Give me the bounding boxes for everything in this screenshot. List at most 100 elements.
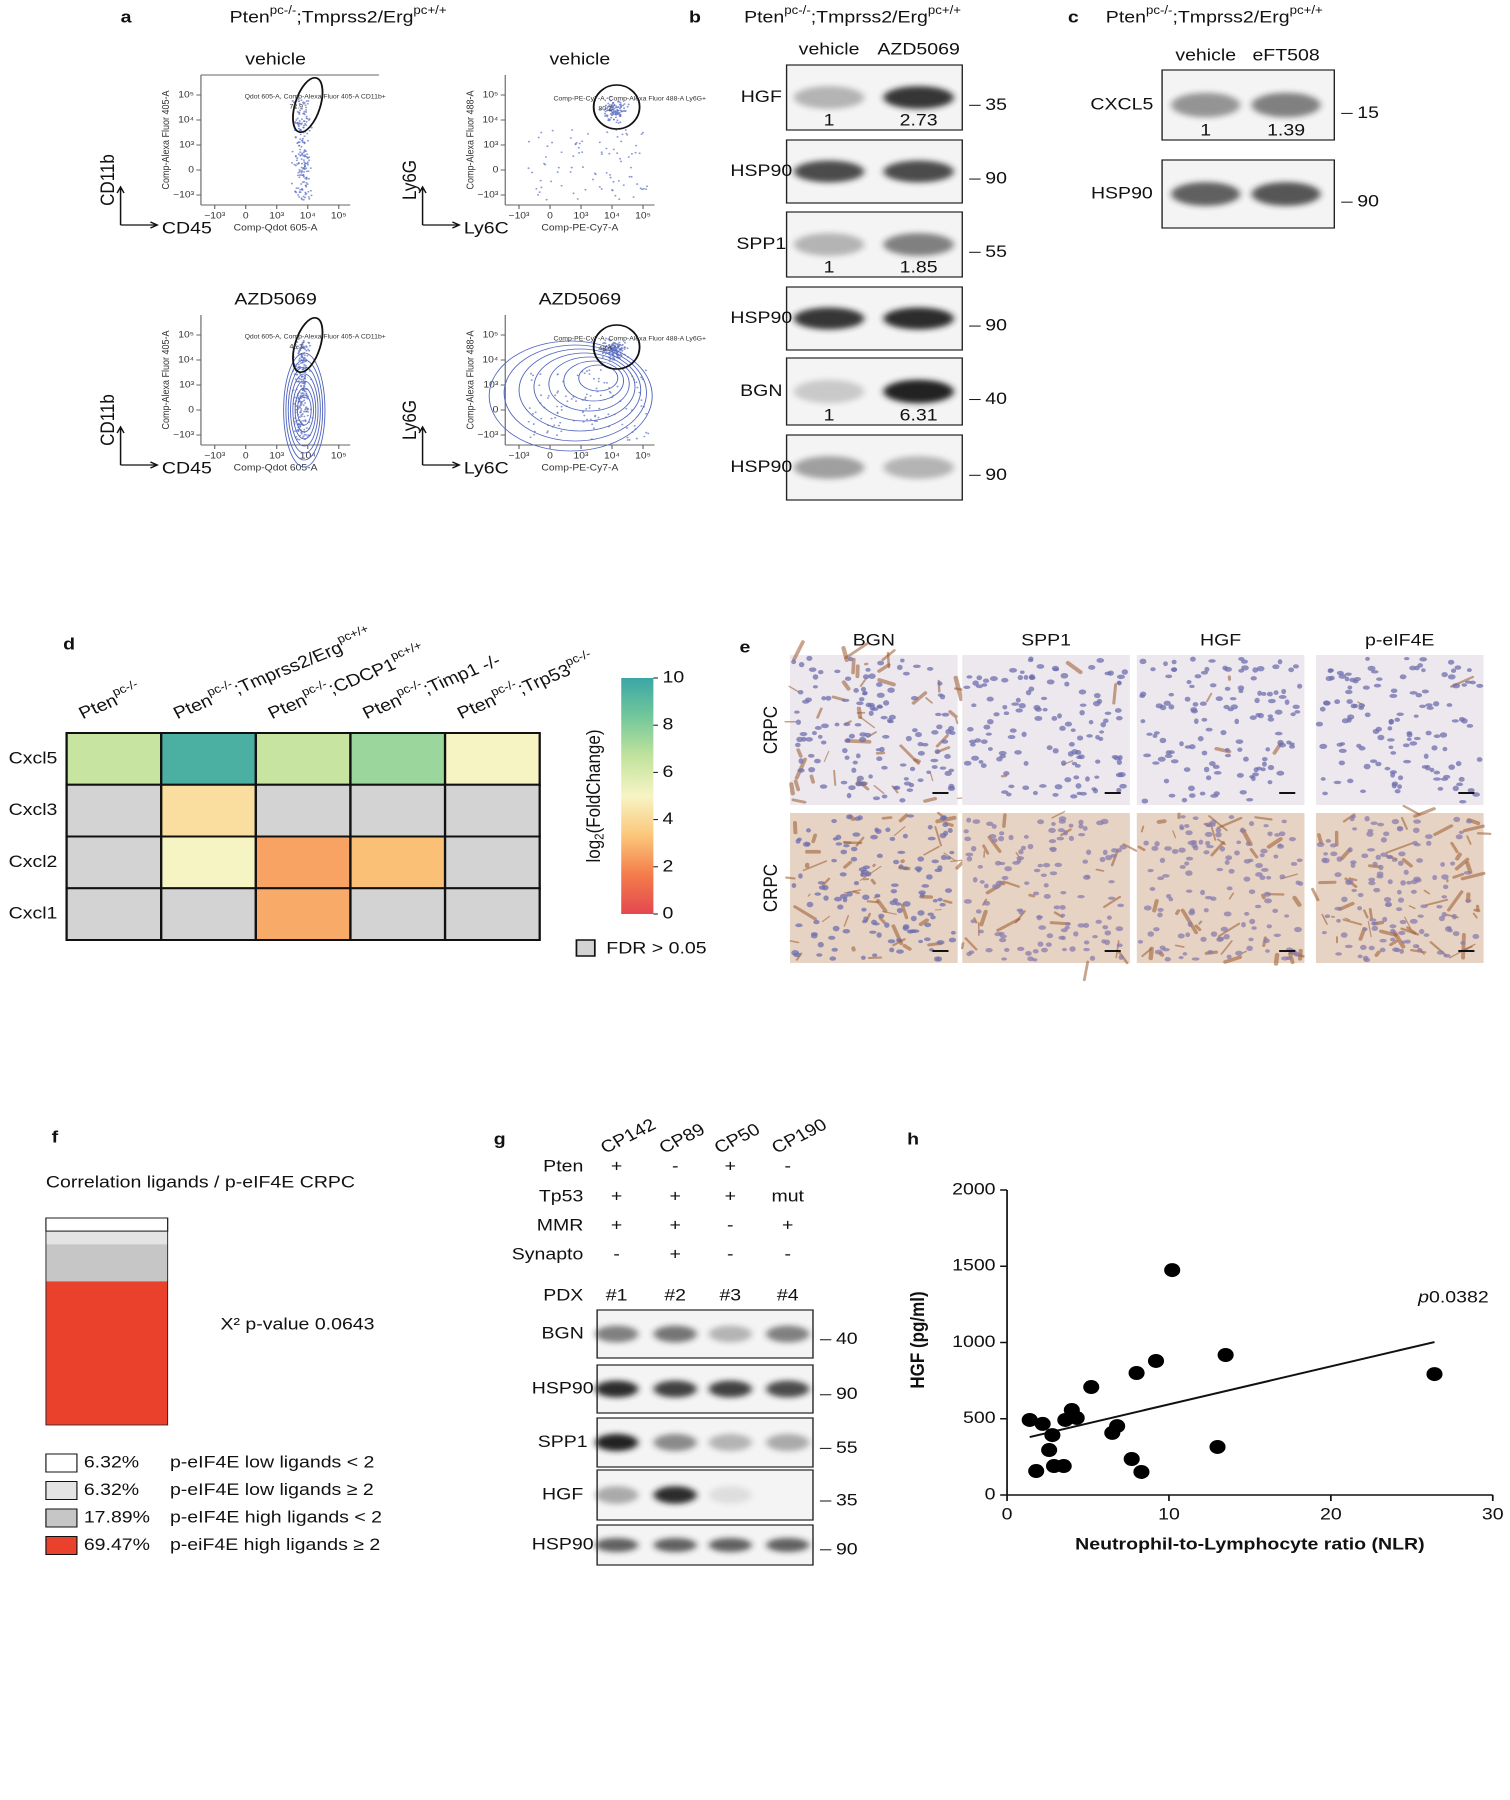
nucleus <box>1413 736 1421 741</box>
event <box>291 100 294 102</box>
event <box>300 188 304 190</box>
event <box>294 136 297 138</box>
gate-value: 45.3 <box>290 344 304 351</box>
event <box>570 166 573 169</box>
nucleus <box>1267 698 1276 704</box>
stain <box>1311 887 1320 902</box>
event <box>307 170 310 173</box>
nucleus <box>1054 862 1063 868</box>
band <box>708 1538 752 1552</box>
nucleus <box>1346 699 1353 704</box>
nucleus <box>1185 870 1193 876</box>
nucleus <box>883 700 890 706</box>
nucleus <box>1078 819 1084 825</box>
event <box>619 114 622 116</box>
stain <box>1210 841 1225 857</box>
nucleus <box>1263 938 1270 944</box>
event <box>630 153 633 155</box>
event <box>300 344 303 347</box>
nucleus <box>1152 761 1160 765</box>
nucleus <box>903 777 909 781</box>
nucleus <box>1371 925 1379 931</box>
nucleus <box>845 739 851 743</box>
event <box>604 110 607 113</box>
nucleus <box>970 742 976 747</box>
event <box>608 108 611 111</box>
event <box>301 400 304 403</box>
nucleus <box>1146 732 1153 736</box>
nucleus <box>976 675 983 681</box>
nucleus <box>1243 756 1249 762</box>
nucleus <box>1071 761 1078 766</box>
nucleus <box>1225 855 1233 861</box>
event <box>611 344 614 347</box>
event <box>305 410 308 413</box>
nucleus <box>1102 925 1109 930</box>
stain <box>809 774 816 784</box>
event <box>293 402 296 405</box>
event <box>307 190 310 193</box>
nucleus <box>834 669 841 674</box>
nucleus <box>1099 730 1105 734</box>
nucleus <box>833 896 842 902</box>
stain <box>1367 921 1372 938</box>
nucleus <box>812 674 819 680</box>
legend-value: 69.47% <box>84 1534 150 1554</box>
nucleus <box>1078 823 1084 829</box>
nucleus <box>939 902 946 907</box>
nucleus <box>1083 940 1090 945</box>
nucleus <box>1200 936 1207 942</box>
stain <box>942 899 953 904</box>
lane-label: vehicle <box>1175 45 1236 65</box>
nucleus <box>1177 933 1185 939</box>
nucleus <box>1368 880 1376 886</box>
nucleus <box>1223 911 1232 917</box>
event <box>638 152 641 155</box>
nucleus <box>876 692 885 698</box>
nucleus <box>1384 766 1391 771</box>
nucleus <box>1226 954 1232 959</box>
stain <box>1340 848 1352 860</box>
nucleus <box>963 899 972 904</box>
nucleus <box>1168 704 1175 710</box>
nucleus <box>1382 916 1388 923</box>
event <box>620 110 623 113</box>
band <box>883 307 954 330</box>
nucleus <box>1465 899 1472 903</box>
heat-cell <box>160 835 257 890</box>
marker-label: 15 <box>1357 102 1379 122</box>
stain <box>1450 841 1459 854</box>
nucleus <box>1059 905 1066 910</box>
nucleus <box>1164 754 1173 759</box>
nucleus <box>808 766 816 773</box>
point <box>1209 1439 1226 1454</box>
nucleus <box>1064 925 1070 930</box>
event <box>626 427 629 429</box>
event <box>616 136 619 138</box>
nucleus <box>892 786 899 790</box>
stain <box>843 860 853 869</box>
contour <box>287 366 321 454</box>
nucleus <box>1263 824 1269 828</box>
event <box>537 136 540 139</box>
event <box>300 145 303 148</box>
nucleus <box>924 937 931 942</box>
nucleus <box>1398 851 1406 857</box>
nucleus <box>1159 857 1166 863</box>
stain <box>831 695 846 702</box>
event <box>607 118 610 120</box>
stain <box>1266 837 1283 849</box>
event <box>302 159 305 162</box>
stain <box>792 821 798 835</box>
heat-cell <box>160 783 257 838</box>
legend-label: p-eiF4E high ligands ≥ 2 <box>170 1534 380 1554</box>
x-tick-label: 10⁵ <box>635 451 651 461</box>
nucleus <box>1378 864 1384 871</box>
band <box>766 1380 810 1398</box>
event <box>539 179 542 182</box>
nucleus <box>876 682 883 687</box>
nucleus <box>840 780 848 785</box>
event <box>302 419 305 422</box>
event <box>595 387 598 390</box>
event <box>623 103 626 105</box>
